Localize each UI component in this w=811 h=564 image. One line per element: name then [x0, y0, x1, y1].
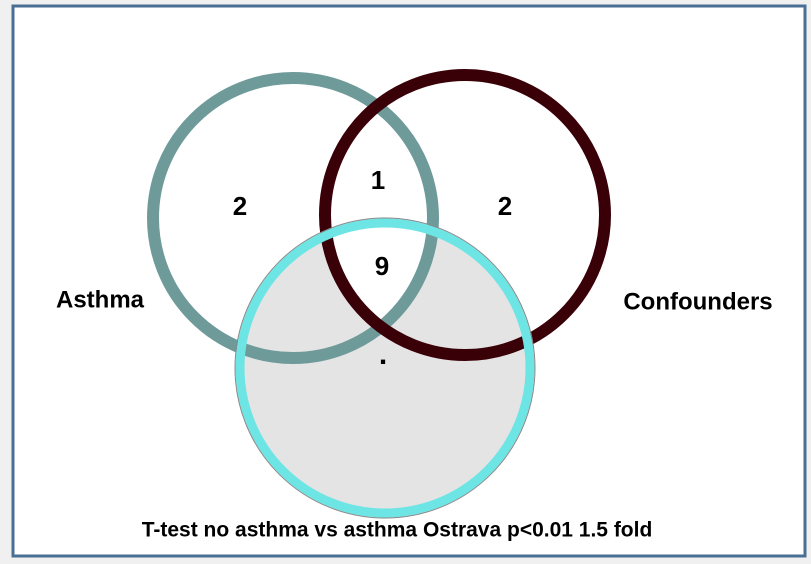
set-label: Asthma — [56, 286, 145, 313]
set-label: Confounders — [623, 288, 772, 315]
asthma-circle — [147, 72, 439, 364]
third-circle-outline — [234, 217, 536, 519]
region-count: . — [379, 338, 387, 371]
center-lens — [325, 78, 433, 355]
caption: T-test no asthma vs asthma Ostrava p<0.0… — [142, 519, 653, 542]
confounders-circle — [319, 69, 611, 361]
region-count: 9 — [375, 251, 389, 281]
third-circle — [235, 218, 535, 518]
region-count: 1 — [371, 165, 385, 195]
region-count: 2 — [233, 191, 247, 221]
region-count: 2 — [498, 191, 512, 221]
